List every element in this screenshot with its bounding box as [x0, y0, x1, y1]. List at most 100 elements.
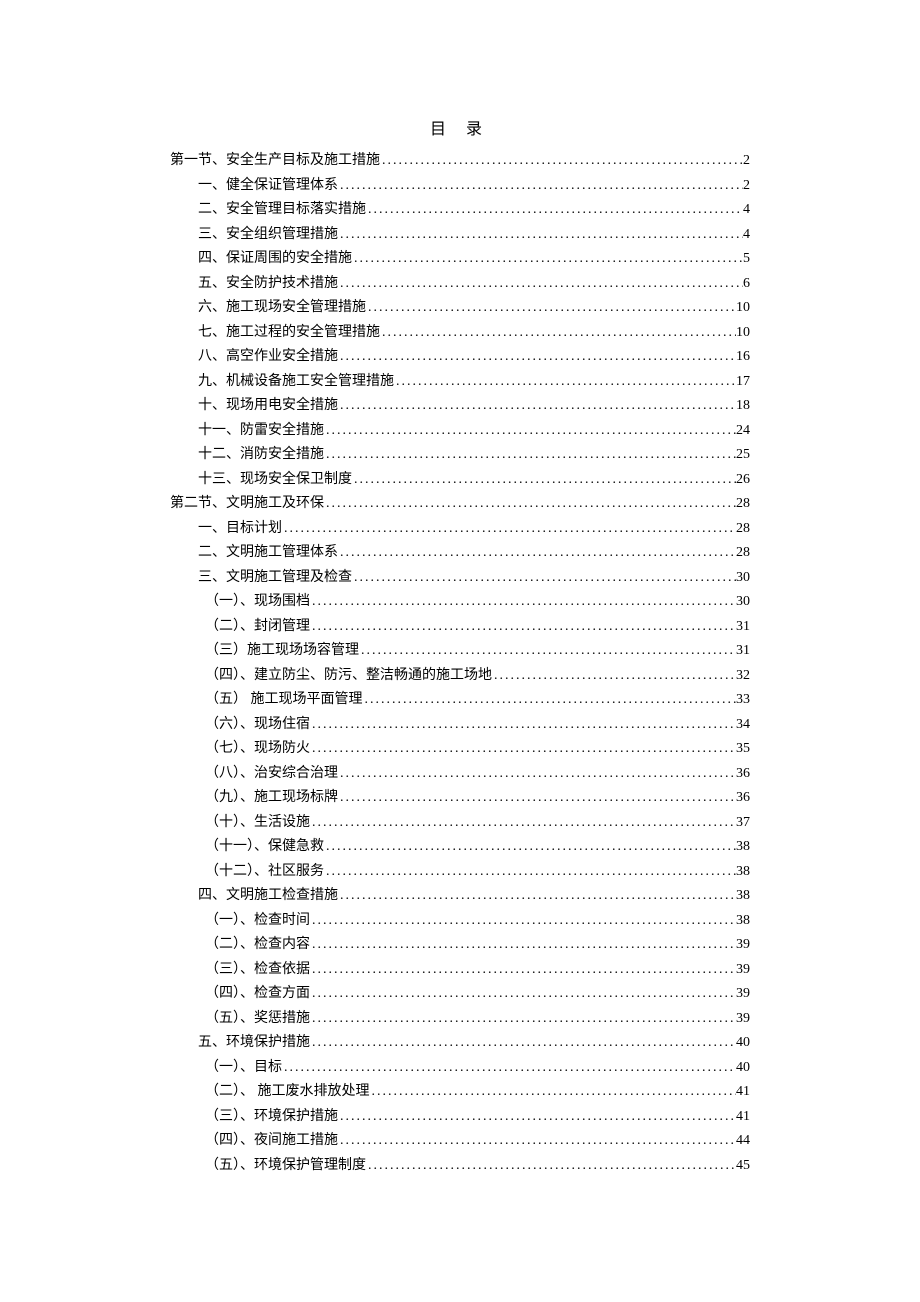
toc-dots [310, 1031, 736, 1056]
toc-entry-text: （七）、现场防火 [205, 737, 310, 762]
toc-dots [338, 345, 736, 370]
toc-entry: 四、保证周围的安全措施5 [170, 247, 750, 272]
toc-dots [352, 566, 736, 591]
toc-entry-page: 31 [736, 615, 750, 640]
toc-entry-text: 十、现场用电安全措施 [198, 394, 338, 419]
toc-dots [338, 1105, 736, 1130]
toc-entry-page: 38 [736, 909, 750, 934]
toc-entry-text: 五、安全防护技术措施 [198, 272, 338, 297]
toc-dots [310, 737, 736, 762]
toc-entry: （五） 施工现场平面管理 33 [170, 688, 750, 713]
toc-entry-text: 一、目标计划 [198, 517, 282, 542]
toc-dots [366, 198, 743, 223]
toc-entry: （九）、施工现场标牌36 [170, 786, 750, 811]
toc-entry: 一、健全保证管理体系2 [170, 174, 750, 199]
toc-dots [338, 762, 736, 787]
toc-dots [338, 786, 736, 811]
toc-dots [324, 492, 736, 517]
toc-entry-text: 三、文明施工管理及检查 [198, 566, 352, 591]
toc-entry-page: 38 [736, 860, 750, 885]
toc-dots [338, 394, 736, 419]
toc-dots [366, 296, 736, 321]
toc-entry-page: 37 [736, 811, 750, 836]
toc-entry: （一）、目标40 [170, 1056, 750, 1081]
toc-dots [338, 884, 736, 909]
toc-entry-page: 33 [736, 688, 750, 713]
toc-entry-page: 30 [736, 566, 750, 591]
toc-dots [338, 541, 736, 566]
toc-entry: 九、机械设备施工安全管理措施 17 [170, 370, 750, 395]
toc-entry-text: （四）、夜间施工措施 [205, 1129, 338, 1154]
toc-entry-page: 38 [736, 884, 750, 909]
toc-entry: 第二节、文明施工及环保 28 [170, 492, 750, 517]
toc-dots [310, 909, 736, 934]
toc-entry: 三、安全组织管理措施4 [170, 223, 750, 248]
toc-entry: （十一）、保健急救38 [170, 835, 750, 860]
toc-entry-page: 17 [736, 370, 750, 395]
toc-entry: 二、安全管理目标落实措施4 [170, 198, 750, 223]
toc-entry-page: 45 [736, 1154, 750, 1179]
toc-dots [359, 639, 736, 664]
toc-entry: （三）、环境保护措施 41 [170, 1105, 750, 1130]
toc-entry-page: 2 [743, 149, 750, 174]
toc-container: 第一节、安全生产目标及施工措施 2一、健全保证管理体系2二、安全管理目标落实措施4… [170, 149, 750, 1178]
toc-entry-text: （二）、检查内容 [205, 933, 310, 958]
toc-entry: （五）、环境保护管理制度 45 [170, 1154, 750, 1179]
toc-entry: （二）、检查内容 39 [170, 933, 750, 958]
toc-entry: 五、环境保护措施40 [170, 1031, 750, 1056]
toc-entry-text: 五、环境保护措施 [198, 1031, 310, 1056]
toc-entry-text: （三）、环境保护措施 [205, 1105, 338, 1130]
toc-entry: （一）、检查时间38 [170, 909, 750, 934]
toc-dots [324, 443, 736, 468]
toc-entry: 十二、消防安全措施25 [170, 443, 750, 468]
toc-entry-text: （五） 施工现场平面管理 [205, 688, 363, 713]
toc-entry-page: 28 [736, 492, 750, 517]
toc-entry-text: 七、施工过程的安全管理措施 [198, 321, 380, 346]
toc-dots [324, 835, 736, 860]
toc-entry-page: 10 [736, 296, 750, 321]
toc-dots [310, 958, 736, 983]
toc-entry-page: 41 [736, 1080, 750, 1105]
toc-dots [338, 174, 743, 199]
toc-entry-text: （一）、现场围档 [205, 590, 310, 615]
toc-dots [324, 860, 736, 885]
toc-entry: 五、安全防护技术措施6 [170, 272, 750, 297]
toc-entry: 十、现场用电安全措施18 [170, 394, 750, 419]
toc-dots [310, 590, 736, 615]
toc-dots [310, 1007, 736, 1032]
toc-entry: 七、施工过程的安全管理措施 10 [170, 321, 750, 346]
toc-entry-text: 第一节、安全生产目标及施工措施 [170, 149, 380, 174]
toc-dots [338, 1129, 736, 1154]
toc-entry: （四）、建立防尘、防污、整洁畅通的施工场地32 [170, 664, 750, 689]
toc-entry-text: 四、保证周围的安全措施 [198, 247, 352, 272]
toc-entry-text: （四）、建立防尘、防污、整洁畅通的施工场地 [205, 664, 492, 689]
toc-dots [310, 713, 736, 738]
toc-entry-text: （五）、环境保护管理制度 [205, 1154, 366, 1179]
toc-entry: 第一节、安全生产目标及施工措施 2 [170, 149, 750, 174]
toc-entry-text: 九、机械设备施工安全管理措施 [198, 370, 394, 395]
toc-dots [310, 933, 736, 958]
toc-entry-page: 39 [736, 958, 750, 983]
toc-entry-text: 八、高空作业安全措施 [198, 345, 338, 370]
toc-entry-page: 39 [736, 933, 750, 958]
toc-entry-text: （十一）、保健急救 [205, 835, 324, 860]
toc-dots [310, 811, 736, 836]
toc-entry: （八）、治安综合治理36 [170, 762, 750, 787]
toc-entry-page: 10 [736, 321, 750, 346]
toc-entry: 二、文明施工管理体系28 [170, 541, 750, 566]
toc-entry-text: （四）、检查方面 [205, 982, 310, 1007]
toc-entry: （十）、生活设施37 [170, 811, 750, 836]
toc-entry-text: （六）、现场住宿 [205, 713, 310, 738]
toc-entry-text: （三）施工现场场容管理 [205, 639, 359, 664]
toc-entry: 三、文明施工管理及检查 30 [170, 566, 750, 591]
toc-entry-text: 三、安全组织管理措施 [198, 223, 338, 248]
toc-entry-page: 41 [736, 1105, 750, 1130]
toc-entry-text: （八）、治安综合治理 [205, 762, 338, 787]
toc-entry-page: 28 [736, 517, 750, 542]
toc-dots [370, 1080, 737, 1105]
toc-entry: 十三、现场安全保卫制度26 [170, 468, 750, 493]
toc-entry-text: 十一、防雷安全措施 [198, 419, 324, 444]
toc-dots [324, 419, 736, 444]
toc-entry: （四）、检查方面39 [170, 982, 750, 1007]
toc-entry-text: 第二节、文明施工及环保 [170, 492, 324, 517]
